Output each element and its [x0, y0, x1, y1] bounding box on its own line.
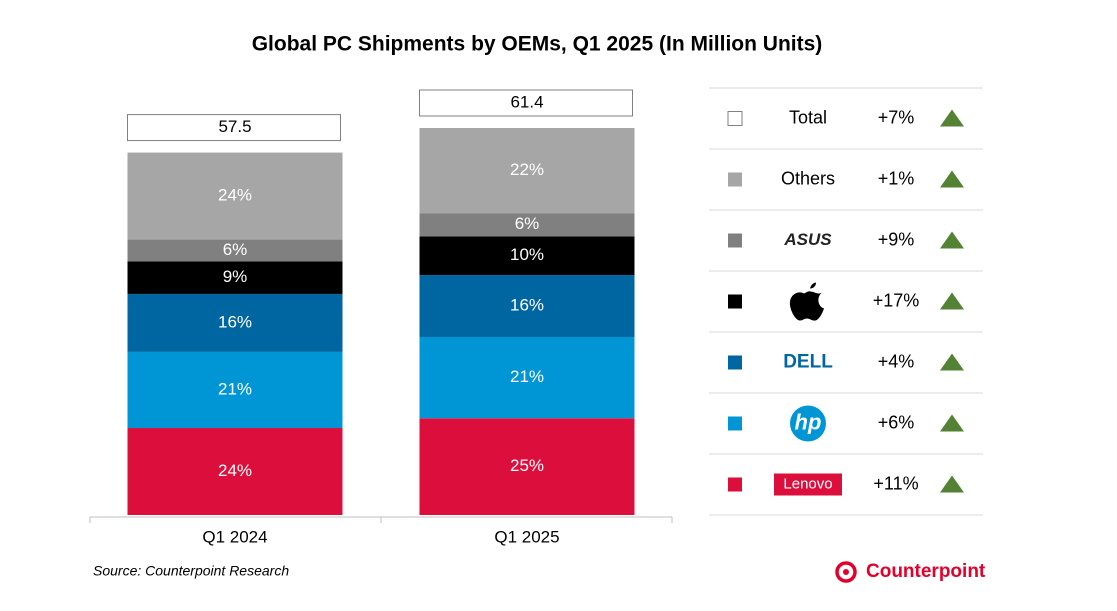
- brand-logo: Counterpoint: [866, 561, 986, 582]
- legend-label: Lenovo: [783, 475, 832, 492]
- bar-segment: [419, 213, 635, 237]
- data-label: 16%: [510, 296, 544, 315]
- growth-arrow: [940, 353, 964, 371]
- legend-label: ASUS: [783, 230, 832, 249]
- growth-label: +4%: [878, 351, 915, 371]
- growth-label: +17%: [873, 290, 920, 310]
- growth-label: +11%: [873, 473, 918, 493]
- chart-title: Global PC Shipments by OEMs, Q1 2025 (In…: [252, 33, 823, 56]
- legend-swatch: [728, 172, 742, 187]
- legend-swatch: [728, 233, 742, 248]
- growth-arrow: [940, 170, 964, 188]
- x-tick-label: Q1 2025: [494, 527, 559, 546]
- data-label: 22%: [510, 160, 544, 179]
- source-note: Source: Counterpoint Research: [93, 563, 289, 579]
- data-label: 6%: [223, 240, 248, 259]
- bar-segment: [419, 275, 635, 337]
- brand-icon: [835, 561, 857, 583]
- bar-segment: [419, 236, 635, 276]
- growth-label: +7%: [878, 107, 915, 127]
- data-label: 6%: [515, 214, 540, 233]
- growth-label: +1%: [878, 168, 915, 188]
- bar-segment: [419, 128, 635, 214]
- growth-arrow: [940, 292, 964, 310]
- legend-label: hp: [795, 409, 822, 434]
- data-label: 21%: [510, 367, 544, 386]
- legend-swatch: [728, 477, 742, 492]
- bar-segment: [127, 261, 343, 294]
- legend-label: Total: [789, 107, 827, 127]
- legend-swatch: [728, 294, 742, 309]
- legend-label: Others: [781, 168, 835, 188]
- x-tick-label: Q1 2024: [202, 527, 267, 546]
- legend-swatch: [728, 416, 742, 431]
- data-label: 21%: [218, 379, 252, 398]
- bar-segment: [419, 336, 635, 419]
- bar-segment: [127, 152, 343, 240]
- bar-segment: [127, 239, 343, 262]
- data-label: 25%: [510, 456, 544, 475]
- total-box: [127, 114, 341, 142]
- growth-arrow: [940, 231, 964, 249]
- data-label: 16%: [218, 312, 252, 331]
- legend-swatch: [727, 111, 743, 126]
- logo-bg: [790, 405, 826, 442]
- bar-segment: [127, 293, 343, 352]
- legend-swatch: [728, 355, 742, 370]
- total-label: 61.4: [510, 92, 543, 111]
- bar-segment: [419, 418, 635, 515]
- bar-segment: [127, 428, 343, 515]
- data-label: 24%: [218, 461, 252, 480]
- growth-arrow: [940, 414, 964, 432]
- growth-arrow: [940, 475, 964, 493]
- total-label: 57.5: [218, 117, 251, 136]
- growth-label: +6%: [878, 412, 915, 432]
- data-label: 9%: [223, 267, 248, 286]
- data-label: 10%: [510, 245, 544, 264]
- data-label: 24%: [218, 186, 252, 205]
- apple-logo: [789, 282, 824, 321]
- legend-label: DELL: [783, 352, 833, 373]
- logo-bg: [774, 473, 842, 496]
- growth-arrow: [940, 109, 964, 127]
- brand-icon: [843, 569, 849, 575]
- bar-segment: [127, 351, 343, 429]
- growth-label: +9%: [878, 229, 915, 249]
- total-box: [419, 89, 633, 117]
